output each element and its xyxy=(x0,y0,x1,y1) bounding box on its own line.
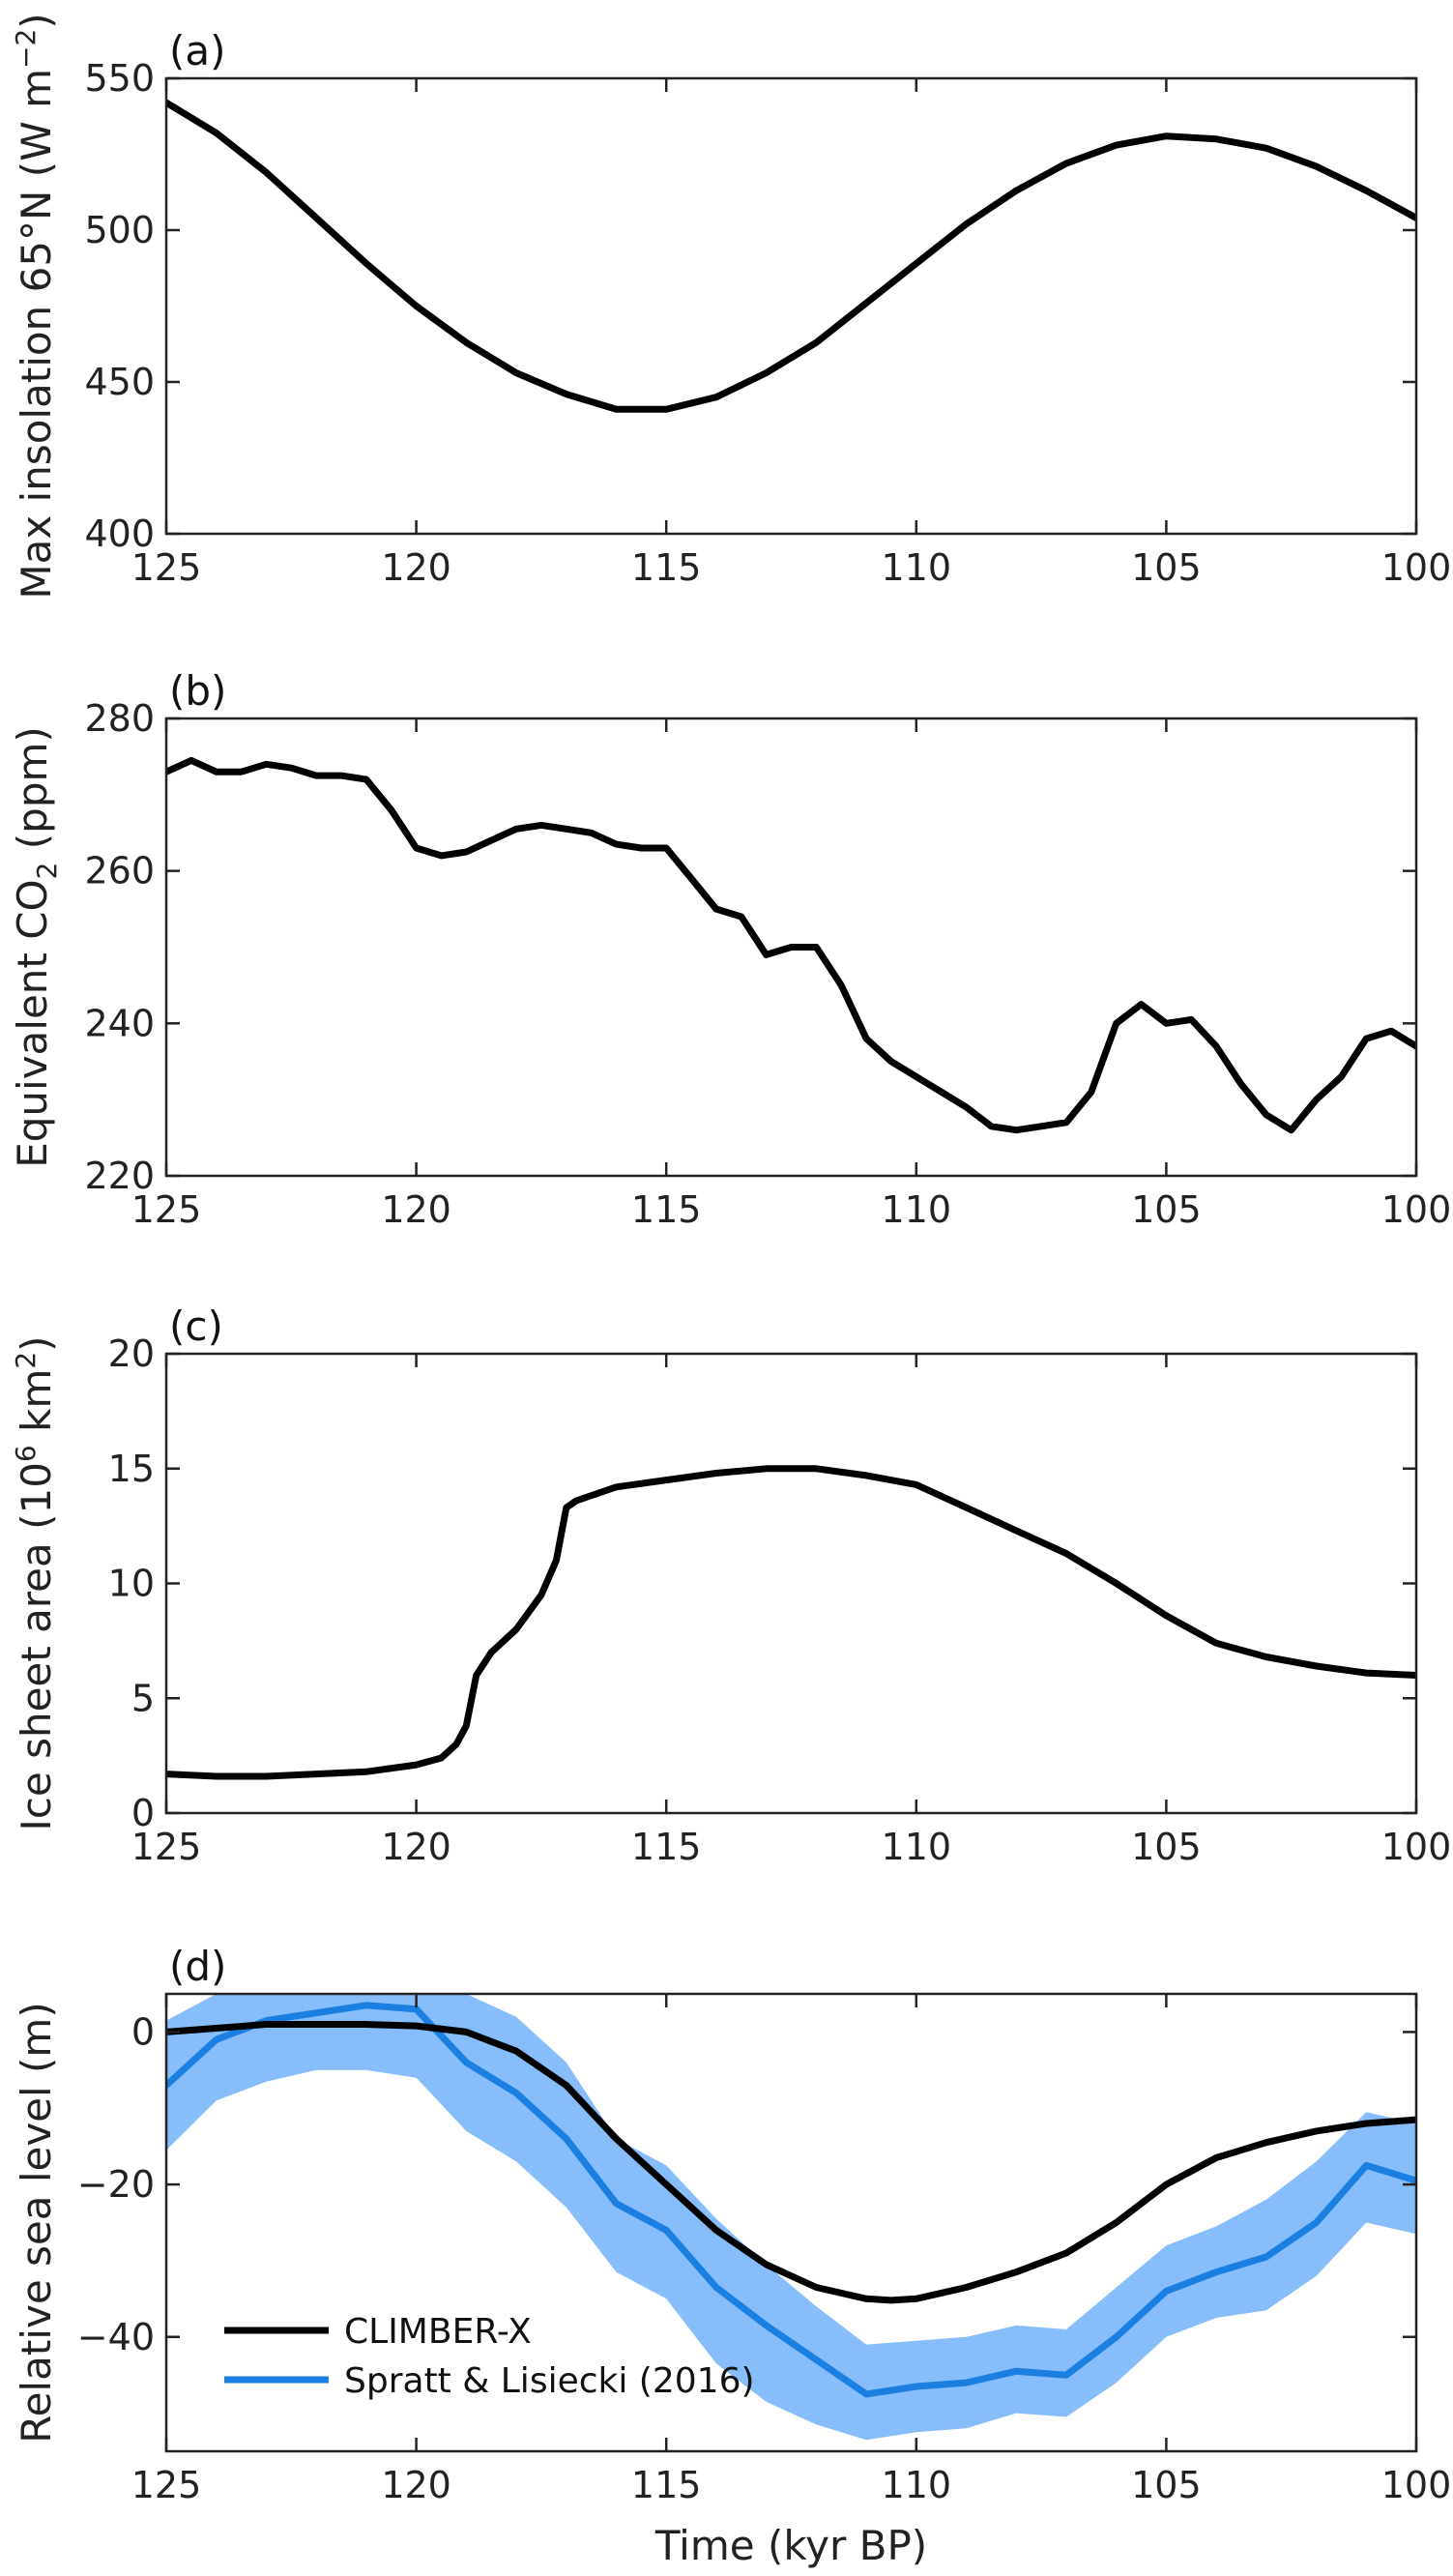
x-tick-label: 110 xyxy=(882,1826,952,1868)
y-tick-label: 500 xyxy=(84,209,155,251)
y-axis-label: Ice sheet area (106 km2) xyxy=(10,1335,60,1830)
x-tick-label: 105 xyxy=(1131,1188,1202,1231)
y-tick-label: 20 xyxy=(108,1332,155,1375)
panel-label: (b) xyxy=(169,667,226,715)
y-tick-label: 220 xyxy=(84,1155,155,1197)
y-tick-label: 0 xyxy=(131,1792,155,1834)
series-line-0 xyxy=(166,99,1416,413)
axes-frame xyxy=(164,717,1418,1178)
y-tick-label: 10 xyxy=(108,1563,155,1605)
panel-label: (c) xyxy=(169,1303,223,1350)
y-axis-label: Equivalent CO2 (ppm) xyxy=(9,726,63,1168)
x-tick-label: 125 xyxy=(131,546,202,589)
y-tick-label: 260 xyxy=(84,850,155,893)
axes-frame xyxy=(164,1992,1418,2453)
series-line-0 xyxy=(166,1465,1416,1780)
x-tick-label: 100 xyxy=(1381,546,1452,589)
x-tick-label: 100 xyxy=(1381,1188,1452,1231)
x-tick-label: 105 xyxy=(1131,546,1202,589)
plot-area xyxy=(166,1994,1416,2441)
x-tick-label: 120 xyxy=(381,1188,451,1231)
legend: CLIMBER-X Spratt & Lisiecki (2016) xyxy=(224,2312,755,2401)
y-tick-label: 240 xyxy=(84,1002,155,1044)
panel-d: 125 120 115 110 105 100 −40 −20 0 (d) Relative sea… xyxy=(13,1943,1451,2569)
y-tick-label: 450 xyxy=(84,361,155,403)
x-tick-label: 105 xyxy=(1131,2464,1202,2506)
series-line-0 xyxy=(166,756,1416,1134)
axes-frame xyxy=(164,76,1418,536)
uncertainty-band xyxy=(166,1994,1416,2441)
plot-area xyxy=(166,756,1416,1134)
panel-a: 125 120 115 110 105 100 400 450 500 550 (a) Max ins… xyxy=(10,13,1451,599)
x-tick-label: 110 xyxy=(882,2464,952,2506)
x-tick-label: 115 xyxy=(631,1826,702,1868)
y-axis-label: Relative sea level (m) xyxy=(13,2002,60,2443)
x-tick-label: 110 xyxy=(882,1188,952,1231)
y-tick-label: −20 xyxy=(77,2163,155,2206)
plot-area xyxy=(166,99,1416,413)
x-tick-label: 100 xyxy=(1381,2464,1452,2506)
y-tick-label: 550 xyxy=(84,57,155,100)
x-tick-label: 115 xyxy=(631,546,702,589)
y-tick-label: 280 xyxy=(84,697,155,740)
y-tick-label: 15 xyxy=(108,1448,155,1490)
x-axis-label: Time (kyr BP) xyxy=(654,2522,927,2569)
legend-entry: Spratt & Lisiecki (2016) xyxy=(344,2361,755,2401)
y-tick-label: 0 xyxy=(131,2010,155,2053)
x-tick-label: 125 xyxy=(131,2464,202,2506)
y-axis-label: Max insolation 65°N (W m−2) xyxy=(10,13,60,599)
series-line-1 xyxy=(166,2002,1416,2398)
x-tick-label: 100 xyxy=(1381,1826,1452,1868)
x-tick-label: 125 xyxy=(131,1188,202,1231)
x-tick-label: 120 xyxy=(381,2464,451,2506)
panel-b: 125 120 115 110 105 100 220 240 260 280 (b) Equival… xyxy=(9,667,1451,1231)
panel-label: (a) xyxy=(169,27,226,74)
y-tick-label: 5 xyxy=(131,1677,155,1719)
x-tick-label: 105 xyxy=(1131,1826,1202,1868)
plot-area xyxy=(166,1465,1416,1780)
x-tick-label: 120 xyxy=(381,1826,451,1868)
axes-frame xyxy=(164,1352,1418,1815)
x-tick-label: 115 xyxy=(631,1188,702,1231)
panel-c: 125 120 115 110 105 100 0 5 10 15 20 (c) Ice sheet a… xyxy=(10,1303,1451,1868)
x-tick-label: 120 xyxy=(381,546,451,589)
x-tick-label: 110 xyxy=(882,546,952,589)
y-tick-label: −40 xyxy=(77,2316,155,2358)
series-line-0 xyxy=(166,2021,1416,2304)
x-tick-label: 125 xyxy=(131,1826,202,1868)
y-tick-label: 400 xyxy=(84,512,155,555)
x-tick-label: 115 xyxy=(631,2464,702,2506)
legend-entry: CLIMBER-X xyxy=(344,2312,532,2352)
panel-label: (d) xyxy=(169,1943,226,1990)
